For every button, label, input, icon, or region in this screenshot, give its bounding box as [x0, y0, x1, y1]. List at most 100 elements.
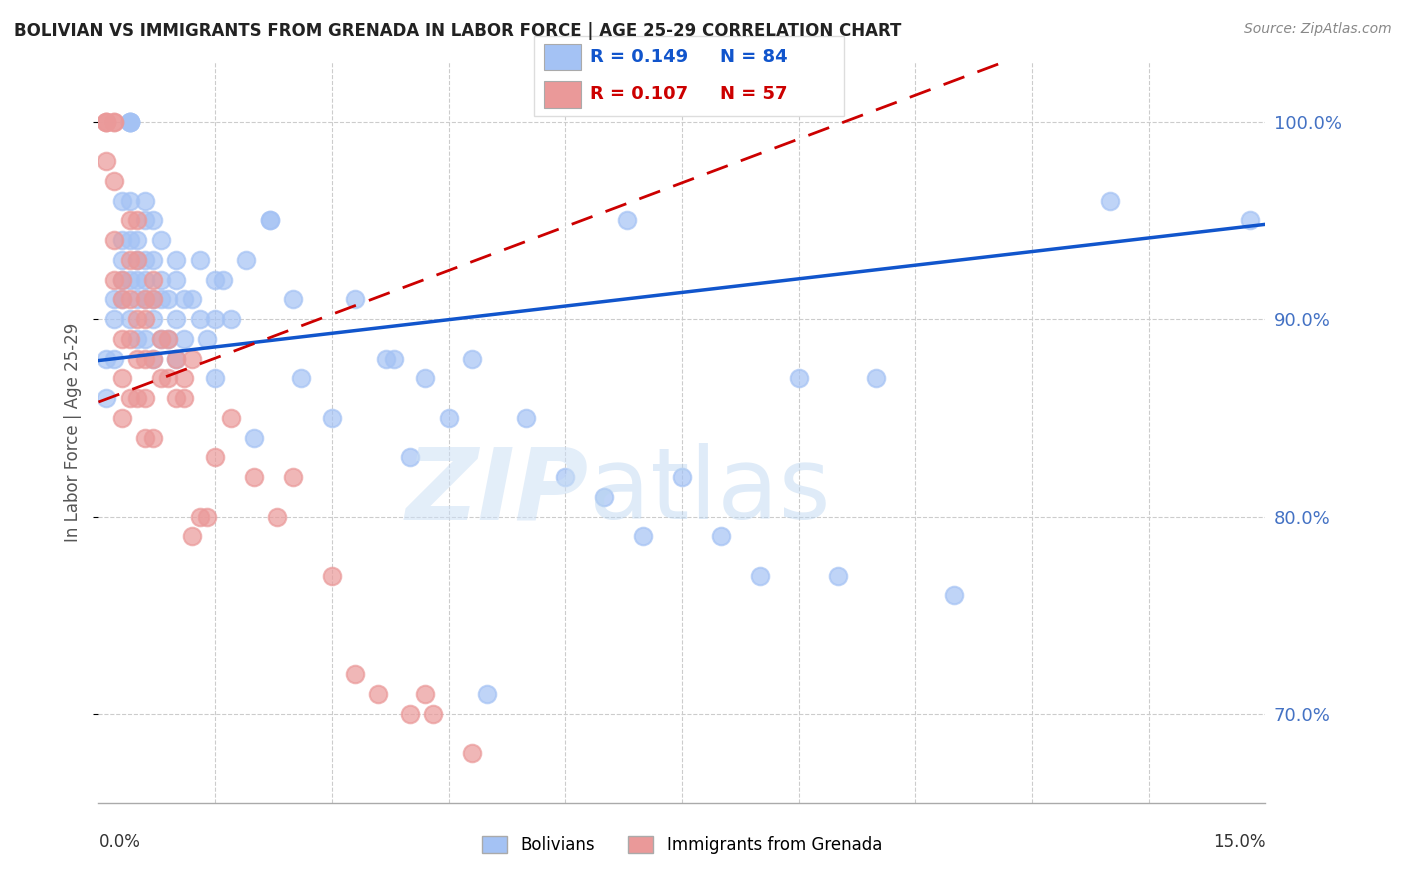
Point — [142, 252, 165, 267]
Point — [103, 312, 125, 326]
Point — [165, 391, 187, 405]
Text: R = 0.149: R = 0.149 — [591, 47, 688, 65]
Point — [103, 351, 125, 366]
Point — [96, 114, 118, 128]
Point — [127, 252, 149, 267]
Point — [134, 293, 156, 307]
Point — [118, 272, 141, 286]
Point — [149, 272, 172, 286]
Point — [204, 312, 226, 326]
Point — [111, 194, 134, 208]
Point — [118, 194, 141, 208]
Point — [865, 371, 887, 385]
Point — [118, 114, 141, 128]
Point — [631, 529, 654, 543]
Text: N = 57: N = 57 — [720, 86, 787, 103]
Point — [173, 293, 195, 307]
Point — [127, 332, 149, 346]
Point — [111, 332, 134, 346]
Point — [165, 351, 187, 366]
Text: atlas: atlas — [589, 443, 830, 541]
Point — [461, 747, 484, 761]
Point — [219, 410, 242, 425]
Text: 15.0%: 15.0% — [1213, 833, 1265, 851]
Point — [149, 293, 172, 307]
Point — [103, 174, 125, 188]
Point — [290, 371, 312, 385]
Point — [188, 509, 211, 524]
Point — [671, 470, 693, 484]
Point — [180, 529, 202, 543]
Point — [103, 272, 125, 286]
Point — [593, 490, 616, 504]
Point — [204, 371, 226, 385]
Point — [96, 114, 118, 128]
Point — [165, 252, 187, 267]
Point — [134, 332, 156, 346]
Point — [118, 233, 141, 247]
Point — [127, 252, 149, 267]
Point — [367, 687, 389, 701]
Point — [344, 667, 367, 681]
Point — [103, 233, 125, 247]
Text: N = 84: N = 84 — [720, 47, 787, 65]
Point — [111, 272, 134, 286]
Point — [118, 114, 141, 128]
Point — [103, 293, 125, 307]
Point — [437, 410, 460, 425]
Point — [375, 351, 398, 366]
Point — [127, 312, 149, 326]
Point — [413, 371, 436, 385]
Point — [142, 293, 165, 307]
Text: ZIP: ZIP — [405, 443, 589, 541]
Point — [118, 114, 141, 128]
Point — [243, 431, 266, 445]
Point — [710, 529, 733, 543]
Point — [118, 213, 141, 227]
Point — [103, 114, 125, 128]
Point — [127, 293, 149, 307]
FancyBboxPatch shape — [544, 44, 581, 70]
Point — [204, 272, 226, 286]
Point — [111, 293, 134, 307]
Text: 0.0%: 0.0% — [98, 833, 141, 851]
Point — [157, 293, 180, 307]
Point — [142, 213, 165, 227]
Point — [134, 194, 156, 208]
Point — [111, 371, 134, 385]
Point — [266, 509, 288, 524]
Point — [398, 450, 420, 465]
Point — [382, 351, 405, 366]
Point — [165, 351, 187, 366]
Point — [748, 568, 770, 582]
Point — [142, 431, 165, 445]
Point — [134, 213, 156, 227]
Point — [1239, 213, 1261, 227]
Point — [103, 114, 125, 128]
Point — [173, 371, 195, 385]
Point — [96, 391, 118, 405]
Point — [188, 312, 211, 326]
Point — [461, 351, 484, 366]
Point — [787, 371, 810, 385]
Point — [134, 431, 156, 445]
Legend: Bolivians, Immigrants from Grenada: Bolivians, Immigrants from Grenada — [475, 830, 889, 861]
Point — [554, 470, 576, 484]
Point — [118, 312, 141, 326]
Point — [827, 568, 849, 582]
Point — [344, 293, 367, 307]
Text: Source: ZipAtlas.com: Source: ZipAtlas.com — [1244, 22, 1392, 37]
Point — [235, 252, 257, 267]
Text: BOLIVIAN VS IMMIGRANTS FROM GRENADA IN LABOR FORCE | AGE 25-29 CORRELATION CHART: BOLIVIAN VS IMMIGRANTS FROM GRENADA IN L… — [14, 22, 901, 40]
Point — [142, 293, 165, 307]
Point — [134, 312, 156, 326]
Point — [1098, 194, 1121, 208]
FancyBboxPatch shape — [534, 36, 844, 116]
Point — [142, 351, 165, 366]
Point — [142, 312, 165, 326]
Point — [142, 351, 165, 366]
Point — [281, 293, 304, 307]
Point — [134, 293, 156, 307]
Point — [142, 272, 165, 286]
Point — [157, 371, 180, 385]
